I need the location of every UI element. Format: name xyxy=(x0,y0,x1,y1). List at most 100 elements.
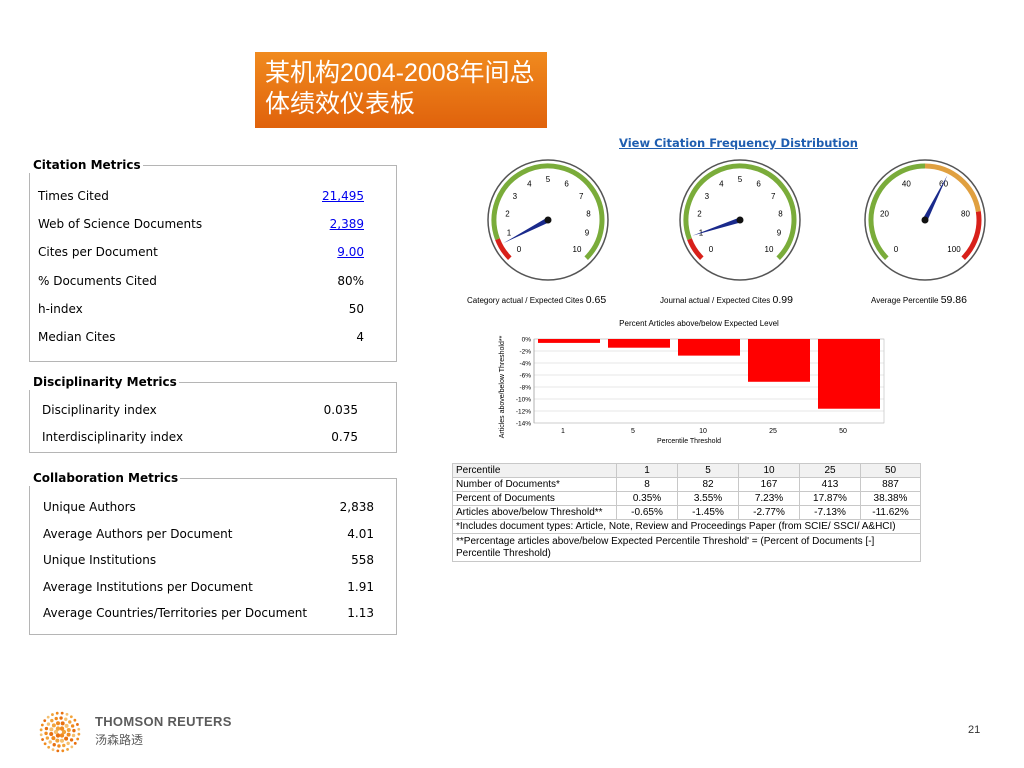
logo-dot xyxy=(48,740,52,744)
logo-dot xyxy=(59,733,65,738)
chart-ylabel: Articles above/below Threshold** xyxy=(499,335,506,438)
logo-dot xyxy=(68,720,72,724)
metric-value: 4 xyxy=(356,330,364,344)
logo-dot xyxy=(62,743,66,748)
chart-xtick-label: 50 xyxy=(839,428,847,435)
logo-dot xyxy=(73,741,77,745)
chart-bar xyxy=(678,339,740,356)
collaboration-metrics-legend: Collaboration Metrics xyxy=(29,470,181,486)
table-header-cell: Percentile xyxy=(452,463,617,478)
metric-row-median-cites: Median Cites 4 xyxy=(38,329,388,345)
logo-dot xyxy=(50,718,54,723)
logo-dot xyxy=(51,713,54,716)
gauge-tick-label: 100 xyxy=(947,245,961,254)
chart-title: Percent Articles above/below Expected Le… xyxy=(619,319,779,328)
logo-dot xyxy=(49,727,54,732)
gauge-tick-label: 5 xyxy=(546,175,551,184)
chart-xlabel: Percentile Threshold xyxy=(657,438,721,445)
gauge-tick-label: 0 xyxy=(517,245,522,254)
times-cited-link[interactable]: 21,495 xyxy=(322,189,364,203)
gauge-band xyxy=(924,163,981,213)
gauge-caption-percentile: Average Percentile 59.86 xyxy=(871,294,967,306)
logo-dot xyxy=(44,726,49,731)
gauge-2: 0 20 40 60 80 100 xyxy=(864,159,986,281)
gauge-tick-label: 5 xyxy=(738,175,743,184)
percentile-table: Percentile 1 5 10 25 50 Number of Docume… xyxy=(452,463,921,562)
chart-ytick-label: -2% xyxy=(519,349,531,356)
table-note: **Percentage articles above/below Expect… xyxy=(452,533,921,562)
metric-label: Median Cites xyxy=(38,330,116,344)
view-citation-frequency-link[interactable]: View Citation Frequency Distribution xyxy=(619,136,858,150)
gauge-tick-label: 10 xyxy=(765,245,774,254)
gauge-tick-label: 4 xyxy=(527,179,532,188)
logo-dot xyxy=(54,716,58,721)
chart-xtick-label: 5 xyxy=(631,428,635,435)
table-cell: -11.62% xyxy=(860,505,921,520)
table-note-row: **Percentage articles above/below Expect… xyxy=(452,533,921,562)
gauge-band xyxy=(683,163,797,260)
logo-dot xyxy=(61,729,67,735)
gauge-caption-value: 0.99 xyxy=(772,294,793,306)
metric-row-wos-documents: Web of Science Documents 2,389 xyxy=(38,216,388,232)
gauge-band xyxy=(687,238,704,260)
metric-label: Unique Institutions xyxy=(43,553,157,567)
logo-dot xyxy=(59,716,63,720)
chart-bar xyxy=(608,339,670,348)
cites-per-document-link[interactable]: 9.00 xyxy=(337,245,364,259)
brand-name-cn: 汤森路透 xyxy=(95,733,144,747)
gauge-needle xyxy=(692,217,741,236)
chart-ytick-label: -12% xyxy=(516,409,531,416)
table-cell: 887 xyxy=(860,477,921,492)
metric-value: 0.75 xyxy=(331,430,358,444)
logo-dot xyxy=(77,727,81,731)
gauge-hub xyxy=(544,216,552,224)
chart-xtick-label: 25 xyxy=(769,428,777,435)
gauge-0: 01 234 5 6 78 910 xyxy=(487,159,609,281)
gauge-tick-label: 3 xyxy=(513,192,518,201)
logo-dot xyxy=(40,723,44,727)
logo-dot xyxy=(55,711,59,715)
page-number: 21 xyxy=(968,724,981,736)
logo-dot xyxy=(41,738,44,741)
gauge-tick-label: 6 xyxy=(564,179,569,188)
chart-ytick-label: -10% xyxy=(516,397,531,404)
gauge-tick-label: 4 xyxy=(719,179,724,188)
wos-documents-link[interactable]: 2,389 xyxy=(329,217,364,231)
logo-dot xyxy=(39,728,43,732)
table-row: Percent of Documents 0.35% 3.55% 7.23% 1… xyxy=(452,491,921,506)
metric-value: 50 xyxy=(348,302,364,316)
chart-bar xyxy=(818,339,880,409)
gauge-needle xyxy=(922,175,948,222)
gauge-tick-label: 0 xyxy=(709,245,714,254)
gauge-band xyxy=(868,163,926,260)
chart-bar xyxy=(538,339,600,343)
logo-dot xyxy=(55,738,60,743)
chart-ytick-label: -8% xyxy=(519,385,531,392)
table-header-cell: 50 xyxy=(860,463,921,478)
gauge-dial xyxy=(679,159,801,281)
disciplinarity-metrics-legend: Disciplinarity Metrics xyxy=(29,374,179,390)
metric-label: Average Authors per Document xyxy=(43,527,233,541)
logo-dot xyxy=(66,732,71,737)
logo-dot xyxy=(69,715,73,719)
metric-row-avg-countries: Average Countries/Territories per Docume… xyxy=(43,605,388,621)
table-cell: 8 xyxy=(616,477,678,492)
metric-label: Cites per Document xyxy=(38,245,158,259)
logo-dot xyxy=(61,749,65,753)
table-cell: 82 xyxy=(677,477,739,492)
gauge-caption-label: Category actual / Expected Cites xyxy=(467,296,584,305)
table-cell: -7.13% xyxy=(799,505,861,520)
logo-dot xyxy=(47,745,51,749)
page-title: 某机构2004-2008年间总体绩效仪表板 xyxy=(255,52,547,128)
table-header-cell: 10 xyxy=(738,463,800,478)
logo-dot xyxy=(44,731,48,736)
logo-dot xyxy=(59,738,64,743)
gauge-tick-label: 0 xyxy=(894,245,899,254)
logo-dot xyxy=(51,736,56,741)
metric-label: Times Cited xyxy=(38,189,109,203)
metric-label: Interdisciplinarity index xyxy=(42,430,184,444)
gauge-tick-label: 2 xyxy=(505,210,510,219)
logo-dot xyxy=(46,722,51,726)
logo-dot xyxy=(60,711,64,715)
chart-ytick-label: -4% xyxy=(519,361,531,368)
